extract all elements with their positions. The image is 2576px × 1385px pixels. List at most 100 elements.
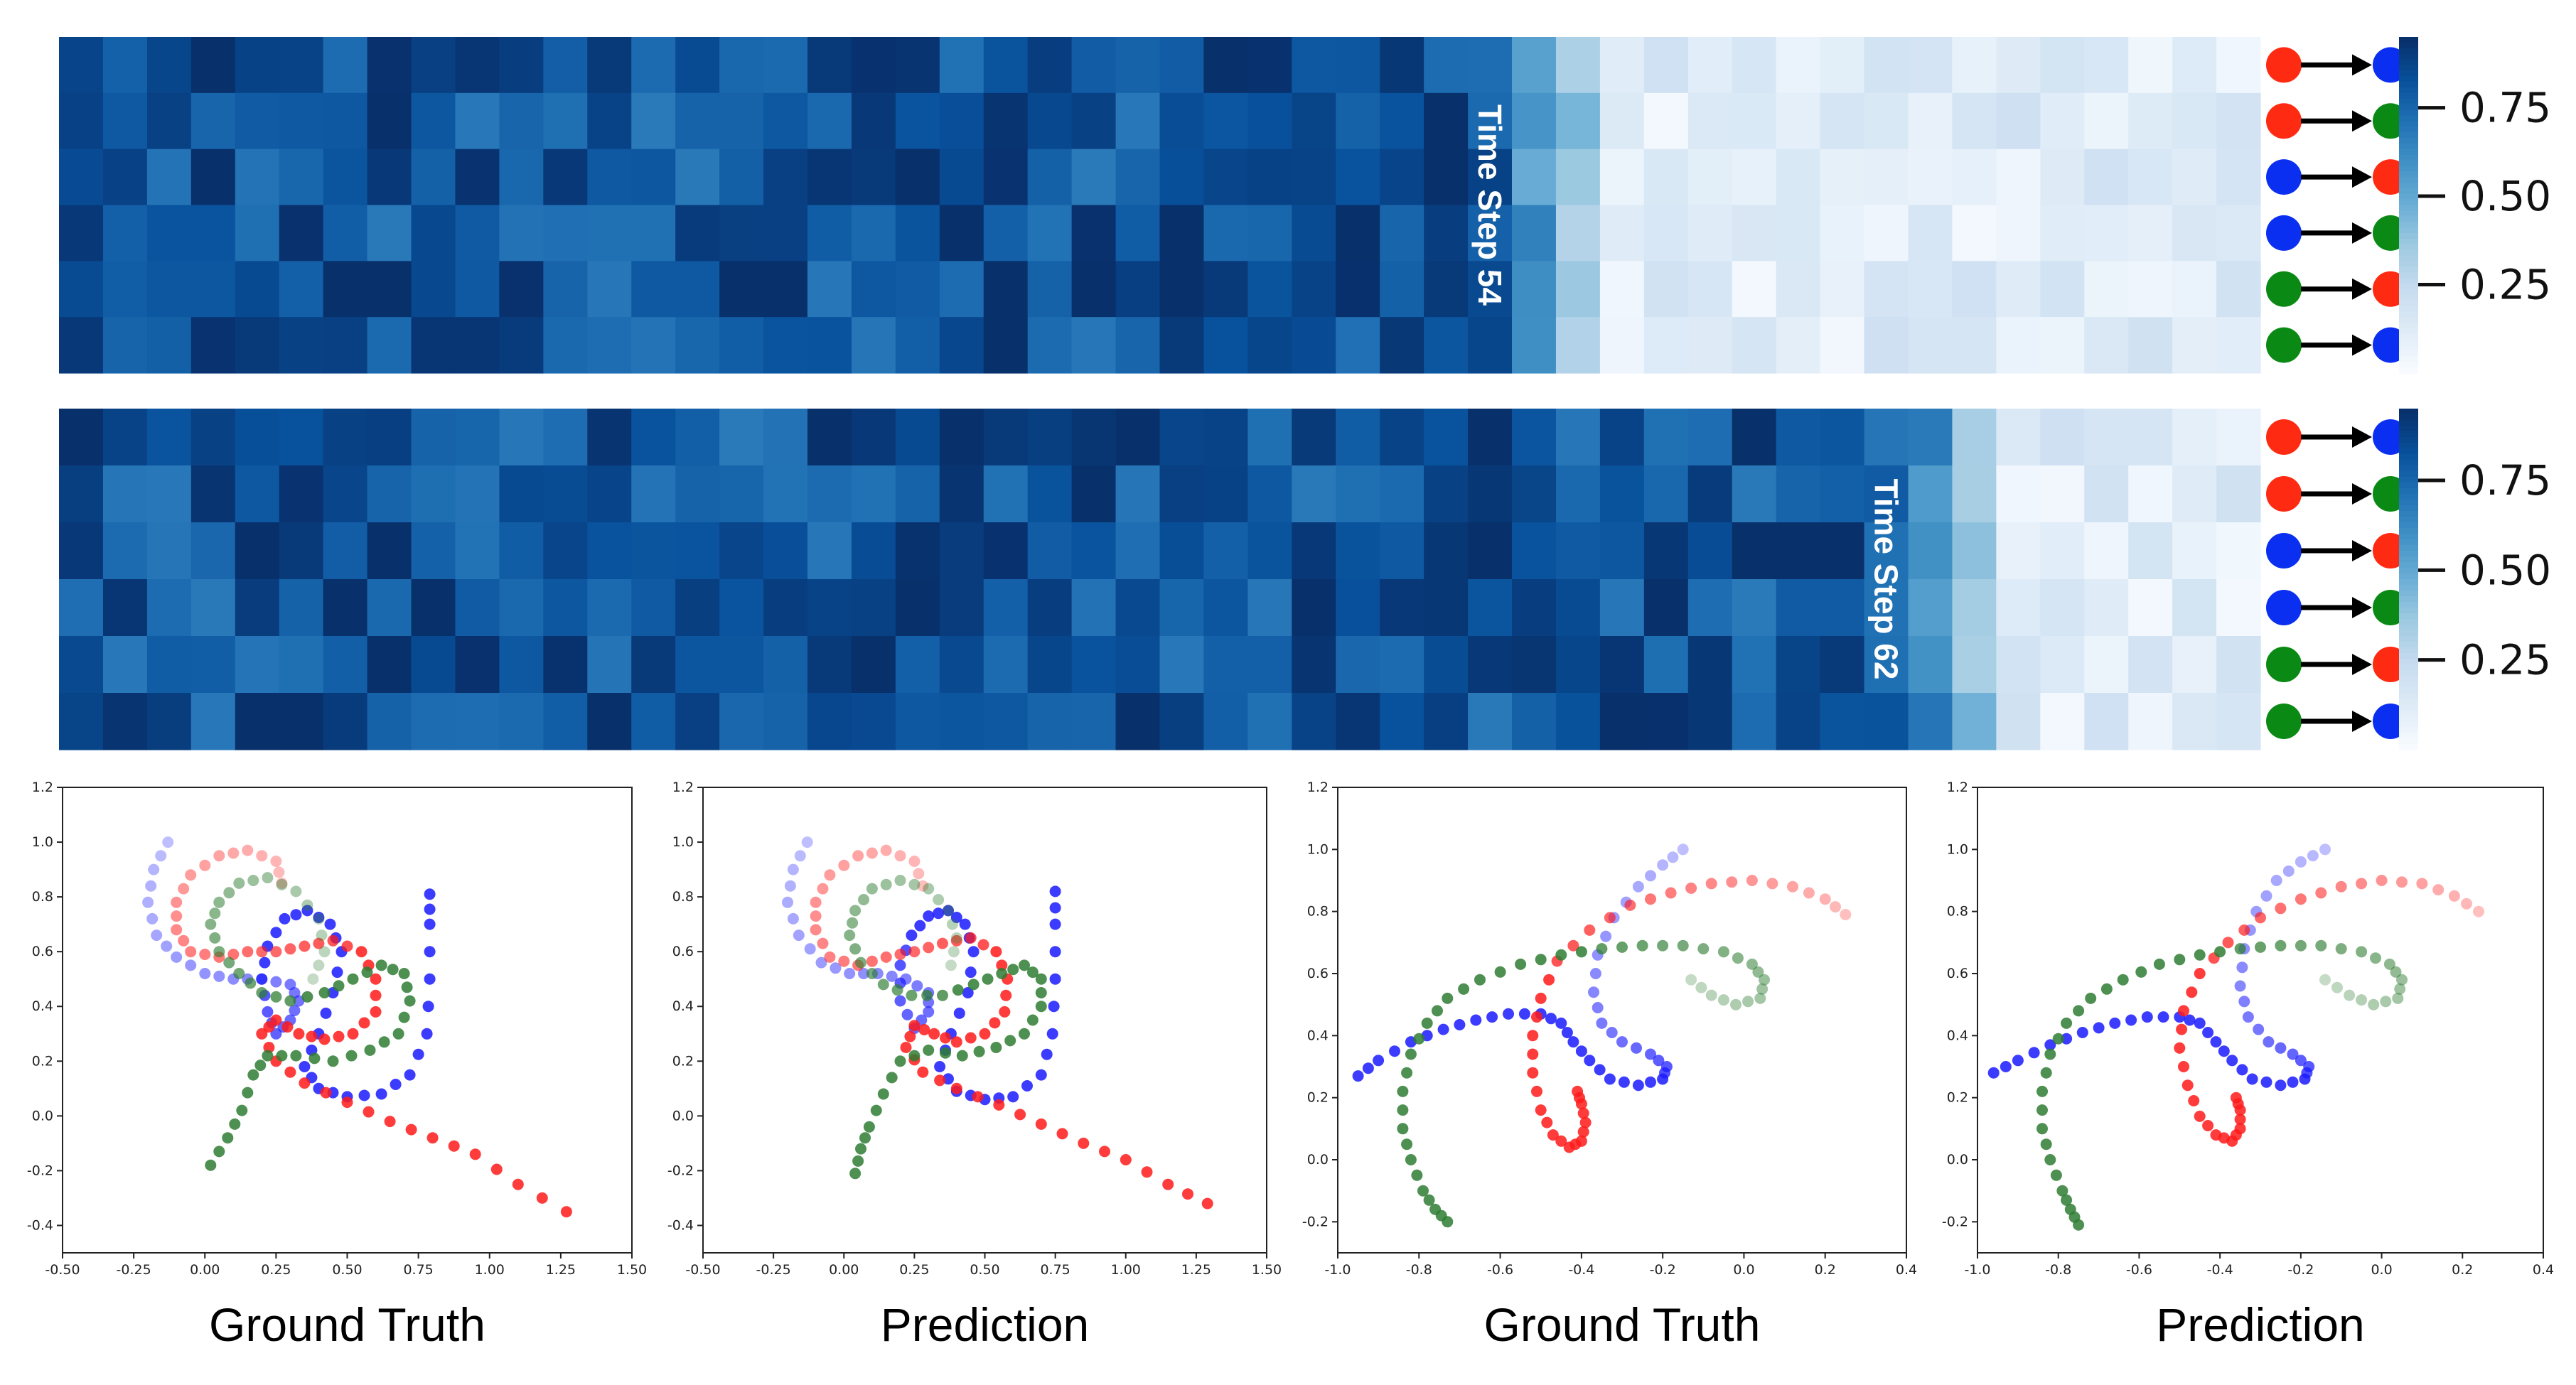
heatmap-cell (455, 636, 500, 694)
trajectory-plot-3: -1.0 -0.8 -0.6 -0.4 -0.2 0.0 0.2 0.4 -0.2 0.0 0.2 0… (1302, 780, 1917, 1351)
data-point (254, 1060, 267, 1072)
data-point (934, 1061, 946, 1072)
series-red (2174, 875, 2484, 1147)
heatmap-cell (1115, 693, 1161, 750)
pair-green-to-red (2266, 271, 2408, 307)
heatmap-cell (1732, 693, 1777, 750)
data-point (1577, 1107, 1589, 1119)
data-point (1421, 1017, 1433, 1029)
data-point (2050, 1169, 2062, 1181)
heatmap-cell (411, 37, 456, 94)
heatmap-cell (719, 522, 764, 580)
colorbar-step (2399, 109, 2418, 117)
data-point (2236, 961, 2248, 974)
data-point (1019, 959, 1030, 971)
heatmap-cell (2084, 693, 2129, 750)
data-point (1046, 1028, 1058, 1040)
heatmap-cell (851, 409, 896, 466)
data-point (1697, 943, 1710, 955)
heatmap-cell (543, 317, 588, 374)
heatmap-cell (631, 409, 676, 466)
data-point (270, 856, 282, 867)
heatmap-cell (763, 465, 808, 523)
data-point (1657, 1073, 1669, 1085)
data-point (950, 912, 962, 923)
data-point (2263, 1036, 2275, 1048)
pair-red-to-blue (2266, 47, 2408, 83)
heatmap-cell (1027, 579, 1073, 637)
heatmap-cell (499, 636, 544, 694)
x-tick-label: 1.00 (1111, 1262, 1141, 1278)
data-point (1026, 966, 1039, 979)
data-point (341, 1096, 353, 1109)
heatmap-cell (1027, 92, 1073, 150)
data-point (996, 959, 1008, 971)
heatmap-cell (190, 636, 236, 694)
heatmap-cell (1424, 149, 1469, 206)
data-point (398, 1011, 410, 1023)
heatmap-cell (279, 693, 324, 750)
heatmap-cell (59, 636, 104, 694)
heatmap-cell (1512, 636, 1557, 694)
heatmap-cell (1864, 149, 1909, 206)
heatmap-cell (1292, 693, 1336, 750)
heatmap-cell (1424, 636, 1469, 694)
data-point (2260, 890, 2272, 902)
data-point (331, 966, 343, 979)
data-point (2226, 1055, 2238, 1067)
data-point (1667, 851, 1679, 863)
data-point (1397, 1085, 1409, 1097)
colorbar-step (2399, 710, 2418, 716)
heatmap-cell (763, 317, 808, 374)
heatmap-cell (587, 579, 632, 637)
data-point (2319, 974, 2331, 986)
data-point (223, 887, 235, 899)
data-point (233, 968, 245, 979)
heatmap-cell (455, 37, 500, 94)
heatmap-cell (1687, 149, 1733, 206)
colorbar-step (2399, 630, 2418, 637)
heatmap-cell (895, 636, 940, 694)
x-tick-label: -0.6 (1487, 1262, 1513, 1278)
arrow-head-icon (2352, 222, 2372, 244)
data-point (870, 1104, 882, 1116)
heatmap-cell (1071, 92, 1117, 150)
data-point (2236, 1064, 2248, 1076)
data-point (2036, 1123, 2048, 1135)
heatmap-cell (1687, 92, 1733, 150)
data-point (1754, 992, 1766, 1004)
pair-blue-to-red (2266, 159, 2408, 195)
x-tick-label: -0.8 (1406, 1262, 1432, 1278)
heatmap-cell (2128, 37, 2173, 94)
data-point (145, 880, 157, 892)
data-point (276, 878, 288, 890)
data-point (794, 850, 806, 862)
data-point (401, 981, 413, 993)
data-point (276, 1050, 288, 1062)
heatmap-cell (675, 317, 720, 374)
data-point (793, 929, 805, 942)
data-point (185, 869, 197, 881)
data-point (1555, 1017, 1567, 1029)
colorbar-step (2399, 534, 2418, 540)
heatmap-cell (1643, 522, 1689, 580)
data-point (347, 1028, 359, 1040)
blue-dot-icon (2266, 215, 2302, 251)
colorbar-step (2399, 277, 2418, 284)
data-point (412, 1048, 424, 1060)
data-point (847, 917, 859, 929)
data-point (1685, 882, 1697, 894)
heatmap-cell (631, 149, 676, 206)
y-tick-label: 1.0 (32, 834, 53, 850)
heatmap-cell (279, 522, 324, 580)
heatmap-cell (807, 205, 852, 262)
data-point (424, 903, 436, 915)
data-point (943, 1073, 954, 1085)
data-point (866, 968, 878, 979)
heatmap-cell (1776, 317, 1821, 374)
heatmap-cell (1071, 261, 1117, 318)
data-point (1584, 1055, 1596, 1067)
colorbar-step (2399, 596, 2418, 603)
colorbar-step (2399, 704, 2418, 711)
colorbar-step (2399, 177, 2418, 183)
